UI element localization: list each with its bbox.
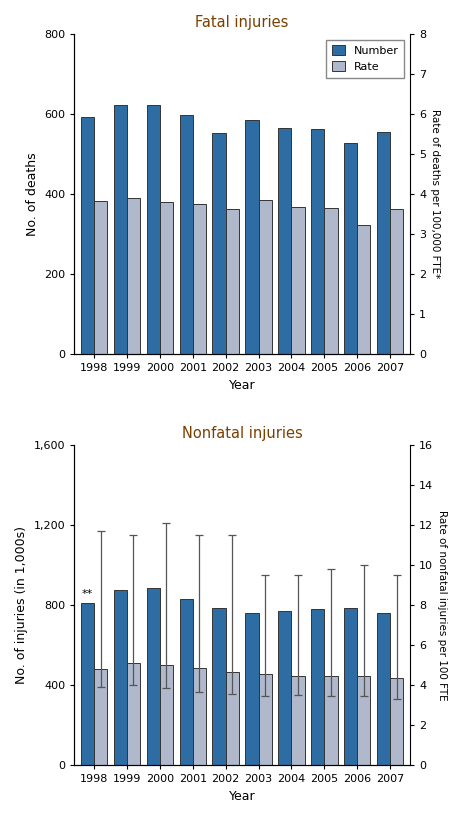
- Bar: [357, 225, 371, 354]
- Bar: [324, 676, 338, 766]
- Bar: [146, 106, 160, 354]
- Bar: [259, 200, 272, 354]
- Y-axis label: No. of injuries (in 1,000s): No. of injuries (in 1,000s): [15, 526, 28, 685]
- Bar: [94, 669, 107, 766]
- Bar: [81, 117, 94, 354]
- Bar: [311, 128, 324, 354]
- Title: Fatal injuries: Fatal injuries: [195, 15, 289, 30]
- Legend: Number, Rate: Number, Rate: [326, 39, 404, 78]
- Bar: [278, 611, 292, 766]
- Bar: [311, 609, 324, 766]
- X-axis label: Year: Year: [229, 379, 255, 392]
- Bar: [213, 609, 225, 766]
- Bar: [324, 209, 338, 354]
- Bar: [180, 600, 193, 766]
- Bar: [377, 613, 390, 766]
- Bar: [245, 613, 259, 766]
- Bar: [127, 663, 140, 766]
- Bar: [81, 603, 94, 766]
- Bar: [160, 665, 173, 766]
- Bar: [278, 128, 292, 354]
- Bar: [193, 668, 206, 766]
- Bar: [225, 672, 239, 766]
- Bar: [160, 202, 173, 354]
- Bar: [344, 143, 357, 354]
- Title: Nonfatal injuries: Nonfatal injuries: [182, 426, 303, 442]
- Y-axis label: Rate of nonfatal injuries per 100 FTE: Rate of nonfatal injuries per 100 FTE: [437, 510, 447, 701]
- Bar: [390, 209, 403, 354]
- Bar: [146, 588, 160, 766]
- Text: **: **: [82, 589, 93, 599]
- Bar: [390, 678, 403, 766]
- Bar: [259, 674, 272, 766]
- Bar: [180, 115, 193, 354]
- Bar: [114, 591, 127, 766]
- Bar: [213, 133, 225, 354]
- Y-axis label: No. of deaths: No. of deaths: [25, 152, 38, 236]
- Bar: [292, 207, 304, 354]
- Bar: [377, 133, 390, 354]
- Bar: [357, 676, 371, 766]
- Y-axis label: Rate of deaths per 100,000 FTE*: Rate of deaths per 100,000 FTE*: [430, 110, 440, 279]
- Bar: [193, 204, 206, 354]
- Bar: [127, 198, 140, 354]
- Bar: [245, 120, 259, 354]
- Bar: [114, 105, 127, 354]
- Bar: [292, 676, 304, 766]
- Bar: [94, 200, 107, 354]
- X-axis label: Year: Year: [229, 790, 255, 803]
- Bar: [344, 609, 357, 766]
- Bar: [225, 209, 239, 354]
